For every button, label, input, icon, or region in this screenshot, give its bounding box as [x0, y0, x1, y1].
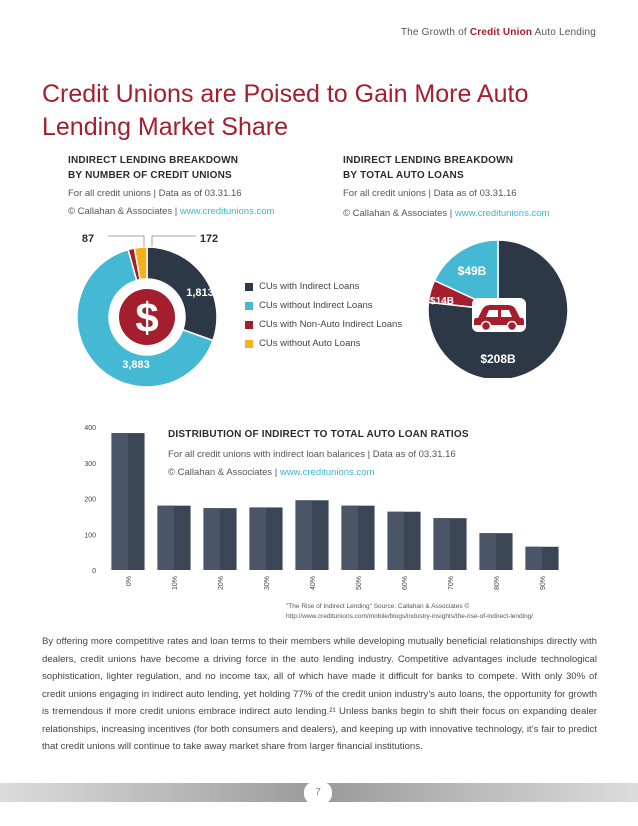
- legend-swatch: [245, 301, 253, 310]
- x-tick-label: 90%: [540, 576, 547, 590]
- legend-label: CUs with Indirect Loans: [259, 281, 360, 292]
- right-section-title-line2: BY TOTAL AUTO LOANS: [343, 170, 464, 181]
- chart-legend: CUs with Indirect Loans CUs without Indi…: [245, 277, 402, 353]
- x-tick-label: 40%: [310, 576, 317, 590]
- legend-item-without-indirect: CUs without Indirect Loans: [245, 296, 402, 315]
- bar-highlight: [479, 533, 496, 570]
- pie-label-208b: $208B: [480, 352, 516, 366]
- bar-section-copyright: © Callahan & Associates | www.creditunio…: [168, 464, 548, 482]
- source-caption-line1: "The Rise of Indirect Lending" Source: C…: [286, 603, 470, 610]
- x-tick-label: 70%: [448, 576, 455, 590]
- x-tick-label: 80%: [494, 576, 501, 590]
- source-caption-link[interactable]: http://www.creditunions.com/mobile/blogs…: [286, 613, 534, 620]
- body-paragraph: By offering more competitive rates and l…: [42, 636, 597, 752]
- bar-copyright-text: © Callahan & Associates |: [168, 467, 280, 478]
- x-tick-label: 30%: [264, 576, 271, 590]
- auto-loans-pie-chart: $208B $14B $49B: [427, 239, 569, 378]
- x-tick-label: 50%: [356, 576, 363, 590]
- donut-slices: [76, 246, 218, 388]
- x-tick-label: 0%: [126, 576, 133, 586]
- leader-line-172: [151, 235, 196, 247]
- header-accent: Credit Union: [469, 27, 533, 38]
- y-tick-label: 100: [84, 532, 96, 539]
- pie-slice-49b: [433, 239, 499, 312]
- bar-series: [111, 433, 559, 570]
- bar-highlight: [295, 500, 312, 570]
- x-tick-label: 10%: [172, 576, 179, 590]
- right-section-title-line1: INDIRECT LENDING BREAKDOWN: [343, 155, 514, 166]
- leader-line-87: [108, 235, 145, 247]
- left-copyright-text: © Callahan & Associates |: [68, 206, 180, 217]
- source-caption: "The Rise of Indirect Lending" Source: C…: [286, 602, 586, 622]
- legend-swatch: [245, 339, 253, 348]
- legend-item-without-auto: CUs without Auto Loans: [245, 334, 402, 353]
- donut-label-without-indirect: 3,883: [122, 359, 150, 371]
- donut-slice-without-auto: [133, 246, 148, 281]
- bar-section-subtitle: For all credit unions with indirect loan…: [168, 449, 456, 460]
- bar-highlight: [249, 507, 266, 570]
- bar-section-title: DISTRIBUTION OF INDIRECT TO TOTAL AUTO L…: [168, 429, 469, 440]
- bar-highlight: [433, 518, 450, 570]
- bar-highlight: [203, 508, 220, 570]
- left-section-header: INDIRECT LENDING BREAKDOWN BY NUMBER OF …: [68, 153, 328, 221]
- car-icon: [472, 298, 526, 332]
- bar-y-axis: 0 100 200 300 400: [84, 425, 96, 575]
- legend-label: CUs with Non-Auto Indirect Loans: [259, 319, 403, 330]
- left-source-link[interactable]: www.creditunions.com: [179, 206, 275, 217]
- bar-highlight: [525, 546, 542, 570]
- legend-item-indirect: CUs with Indirect Loans: [245, 277, 402, 296]
- ratio-bar-chart: 0 100 200 300 400 0% 10% 20% 30% 40% 50% 60% 70% 80%…: [84, 425, 559, 590]
- pie-label-14b: $14B: [430, 296, 454, 307]
- donut-label-without-auto: 172: [200, 233, 218, 245]
- running-header: The Growth of Credit Union Auto Lending: [401, 27, 596, 38]
- left-section-title-line1: INDIRECT LENDING BREAKDOWN: [68, 155, 239, 166]
- y-tick-label: 0: [92, 568, 96, 575]
- page-title: Credit Unions are Poised to Gain More Au…: [42, 80, 529, 141]
- bar-x-axis: 0% 10% 20% 30% 40% 50% 60% 70% 80% 90%: [126, 576, 547, 590]
- bar-highlight: [111, 433, 128, 570]
- legend-label: CUs without Auto Loans: [259, 338, 361, 349]
- bar-highlight: [387, 511, 404, 570]
- donut-slice-without-indirect: [76, 248, 214, 388]
- pie-label-49b: $49B: [458, 264, 487, 278]
- left-section-subtitle: For all credit unions | Data as of 03.31…: [68, 188, 242, 199]
- right-copyright-text: © Callahan & Associates |: [343, 208, 455, 219]
- right-section-copyright: © Callahan & Associates | www.creditunio…: [343, 205, 603, 223]
- y-tick-label: 400: [84, 425, 96, 432]
- bar-highlight: [157, 505, 174, 570]
- x-tick-label: 60%: [402, 576, 409, 590]
- y-tick-label: 200: [84, 497, 96, 504]
- page-number: 7: [304, 782, 332, 804]
- left-section-title-line2: BY NUMBER OF CREDIT UNIONS: [68, 170, 232, 181]
- legend-swatch: [245, 282, 253, 291]
- bar-highlight: [341, 505, 358, 570]
- bar-source-link[interactable]: www.creditunions.com: [279, 467, 375, 478]
- dollar-icon: $: [119, 289, 175, 345]
- left-section-copyright: © Callahan & Associates | www.creditunio…: [68, 203, 328, 221]
- header-pre: The Growth of: [400, 27, 470, 38]
- svg-text:$: $: [135, 294, 158, 341]
- donut-chart: $ 1,813 3,883 87 172: [76, 233, 218, 388]
- y-tick-label: 300: [84, 461, 96, 468]
- legend-swatch: [245, 320, 253, 329]
- legend-item-non-auto: CUs with Non-Auto Indirect Loans: [245, 315, 402, 334]
- x-tick-label: 20%: [218, 576, 225, 590]
- right-section-header: INDIRECT LENDING BREAKDOWN BY TOTAL AUTO…: [343, 153, 603, 223]
- donut-slice-indirect: [146, 246, 218, 342]
- donut-label-non-auto: 87: [82, 233, 94, 245]
- legend-label: CUs without Indirect Loans: [259, 300, 373, 311]
- bar-section-header: DISTRIBUTION OF INDIRECT TO TOTAL AUTO L…: [168, 427, 548, 482]
- donut-label-indirect: 1,813: [186, 287, 214, 299]
- header-post: Auto Lending: [532, 27, 596, 38]
- right-source-link[interactable]: www.creditunions.com: [454, 208, 550, 219]
- right-section-subtitle: For all credit unions | Data as of 03.31…: [343, 188, 517, 199]
